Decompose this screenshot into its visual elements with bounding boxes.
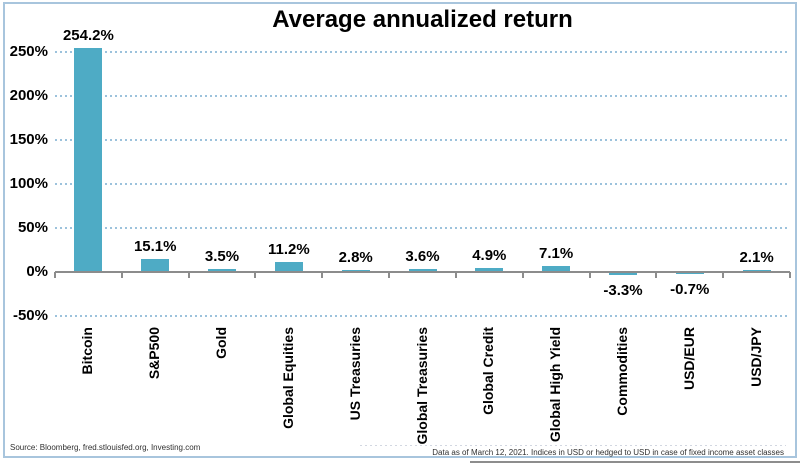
category-label: S&P500 <box>146 327 163 380</box>
faint-dotted-line <box>360 445 786 446</box>
source-note: Source: Bloomberg, fred.stlouisfed.org, … <box>10 443 201 452</box>
bar-value-label: 254.2% <box>62 27 114 45</box>
x-axis-tick <box>120 272 123 278</box>
bar-value-label: 4.9% <box>472 246 507 264</box>
bar <box>341 269 370 272</box>
y-axis-tick-label: 0% <box>26 263 48 280</box>
category-label: Global Equities <box>279 327 296 429</box>
chart-title: Average annualized return <box>272 6 573 33</box>
x-axis-tick <box>655 272 658 278</box>
bar <box>408 268 437 272</box>
bar-value-label: 11.2% <box>268 241 310 259</box>
category-label: USD/JPY <box>747 327 764 387</box>
category-label: Bitcoin <box>79 327 96 375</box>
category-label: US Treasuries <box>346 327 363 421</box>
x-axis-tick <box>454 272 457 278</box>
category-label: Global Treasuries <box>413 327 430 445</box>
x-axis-tick <box>521 272 524 278</box>
y-axis-tick-label: 50% <box>17 219 48 236</box>
gridline <box>55 183 790 185</box>
bar-value-label: 7.1% <box>539 244 574 262</box>
x-axis-tick <box>588 272 591 278</box>
x-axis-tick <box>722 272 725 278</box>
y-axis-tick-label: 150% <box>9 131 48 148</box>
bar <box>475 267 504 272</box>
category-label: Global Credit <box>480 327 497 415</box>
bar-value-label: 2.8% <box>338 248 373 266</box>
gridline <box>55 95 790 97</box>
gridline <box>55 315 790 317</box>
bar <box>141 258 170 272</box>
bar <box>542 265 571 272</box>
bar <box>74 48 103 272</box>
bar-value-label: 2.1% <box>739 249 774 267</box>
category-label: Global High Yield <box>547 327 564 443</box>
bar-value-label: -0.7% <box>670 280 710 298</box>
bar <box>208 268 237 272</box>
bar-value-label: 3.5% <box>204 247 240 265</box>
gridline <box>55 227 790 229</box>
y-axis-tick-label: 200% <box>9 87 48 104</box>
category-label: USD/EUR <box>680 327 697 391</box>
category-label: Gold <box>213 327 230 359</box>
screenshot-edge-artifact <box>470 461 800 463</box>
y-axis-tick-label: -50% <box>12 307 48 324</box>
bar-value-label: -3.3% <box>603 281 643 299</box>
x-axis-tick <box>388 272 391 278</box>
x-axis-line <box>55 271 790 273</box>
x-axis-tick <box>54 272 56 278</box>
y-axis-tick-label: 250% <box>9 43 48 60</box>
x-axis-tick <box>789 272 791 278</box>
bar <box>274 262 303 272</box>
x-axis-tick <box>187 272 190 278</box>
data-as-of-note: Data as of March 12, 2021. Indices in US… <box>432 448 784 457</box>
y-axis-tick-label: 100% <box>9 175 48 192</box>
bar <box>608 272 637 275</box>
bar-value-label: 15.1% <box>133 237 177 255</box>
gridline <box>55 51 790 53</box>
gridline <box>55 139 790 141</box>
category-label: Commodities <box>613 327 630 416</box>
x-axis-tick <box>321 272 324 278</box>
bar-value-label: 3.6% <box>405 247 440 265</box>
x-axis-tick <box>254 272 257 278</box>
